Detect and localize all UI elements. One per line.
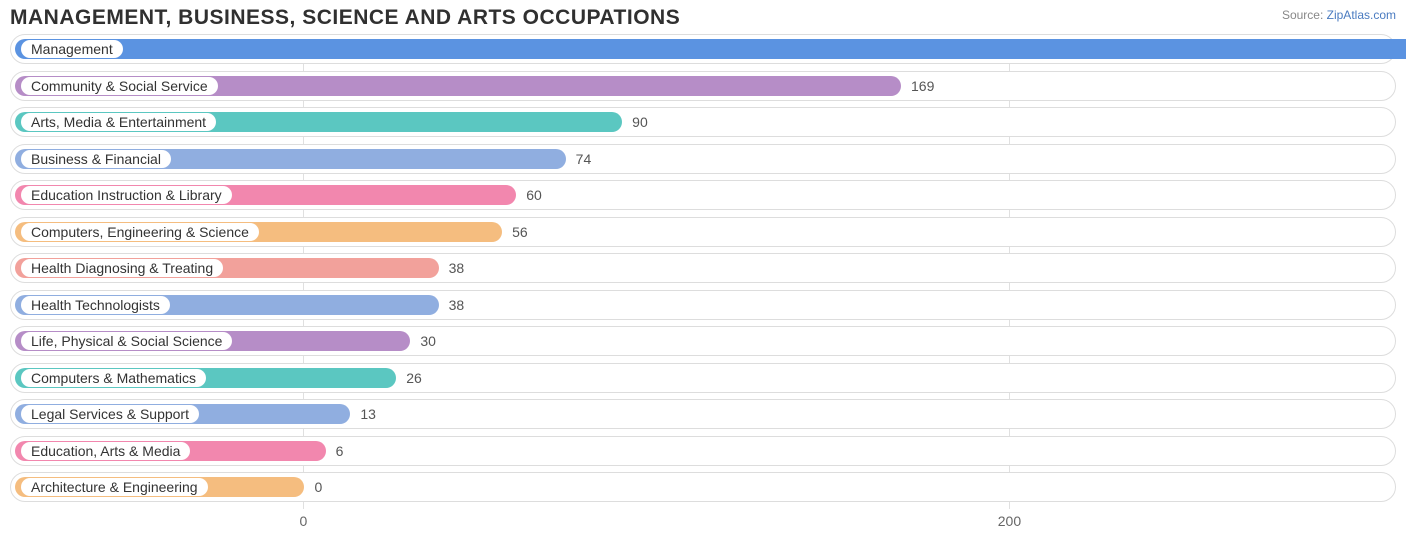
bar-value: 60 [526, 181, 542, 209]
chart-title: MANAGEMENT, BUSINESS, SCIENCE AND ARTS O… [10, 6, 680, 30]
bar-value: 26 [406, 364, 422, 392]
bar-value: 38 [449, 291, 465, 319]
bar-label: Computers, Engineering & Science [21, 223, 259, 241]
bar-value: 13 [360, 400, 376, 428]
bar-label: Education Instruction & Library [21, 186, 232, 204]
bar-value: 38 [449, 254, 465, 282]
bar-label: Computers & Mathematics [21, 369, 206, 387]
bar-row: Education Instruction & Library 60 [10, 180, 1396, 210]
bar-value: 30 [420, 327, 436, 355]
bar-value: 56 [512, 218, 528, 246]
x-axis-tick: 200 [998, 513, 1021, 529]
bar-row: Legal Services & Support 13 [10, 399, 1396, 429]
bar-label: Architecture & Engineering [21, 478, 208, 496]
x-axis: 0200400 [10, 509, 1396, 531]
bar-row: Computers & Mathematics 26 [10, 363, 1396, 393]
bar-label: Management [21, 40, 123, 58]
chart-area: Management328 Community & Social Service 1… [10, 34, 1396, 531]
bars-container: Management328 Community & Social Service 1… [10, 34, 1396, 502]
bar-row: Life, Physical & Social Science 30 [10, 326, 1396, 356]
chart-source: Source: ZipAtlas.com [1282, 6, 1396, 22]
bar-value: 6 [336, 437, 344, 465]
bar-value: 169 [911, 72, 934, 100]
bar-label: Business & Financial [21, 150, 171, 168]
bar-value: 74 [576, 145, 592, 173]
bar-row: Arts, Media & Entertainment 90 [10, 107, 1396, 137]
source-link[interactable]: ZipAtlas.com [1327, 8, 1396, 22]
bar-label: Legal Services & Support [21, 405, 199, 423]
bar-row: Architecture & Engineering 0 [10, 472, 1396, 502]
bar-row: Education, Arts & Media 6 [10, 436, 1396, 466]
bar-row: Health Technologists 38 [10, 290, 1396, 320]
bar-label: Life, Physical & Social Science [21, 332, 232, 350]
x-axis-tick: 0 [300, 513, 308, 529]
bar-label: Education, Arts & Media [21, 442, 190, 460]
bar-row: Computers, Engineering & Science 56 [10, 217, 1396, 247]
bar-value: 90 [632, 108, 648, 136]
source-prefix: Source: [1282, 8, 1327, 22]
bar-label: Community & Social Service [21, 77, 218, 95]
bar [15, 39, 1406, 59]
bar-value: 0 [314, 473, 322, 501]
bar-row: Community & Social Service 169 [10, 71, 1396, 101]
bar-row: Business & Financial 74 [10, 144, 1396, 174]
bar-row: Management328 [10, 34, 1396, 64]
bar-row: Health Diagnosing & Treating 38 [10, 253, 1396, 283]
chart-header: MANAGEMENT, BUSINESS, SCIENCE AND ARTS O… [10, 6, 1396, 30]
bar-label: Health Technologists [21, 296, 170, 314]
bar-label: Arts, Media & Entertainment [21, 113, 216, 131]
bar-label: Health Diagnosing & Treating [21, 259, 223, 277]
